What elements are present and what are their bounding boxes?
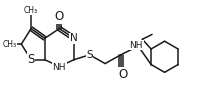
- Text: NH: NH: [53, 63, 66, 72]
- Text: S: S: [27, 53, 35, 66]
- Text: S: S: [86, 50, 93, 60]
- Text: CH₃: CH₃: [24, 6, 38, 15]
- Text: N: N: [70, 33, 78, 43]
- Text: NH: NH: [130, 41, 143, 50]
- Text: O: O: [118, 68, 127, 81]
- Text: CH₃: CH₃: [3, 40, 17, 49]
- Text: O: O: [55, 10, 64, 23]
